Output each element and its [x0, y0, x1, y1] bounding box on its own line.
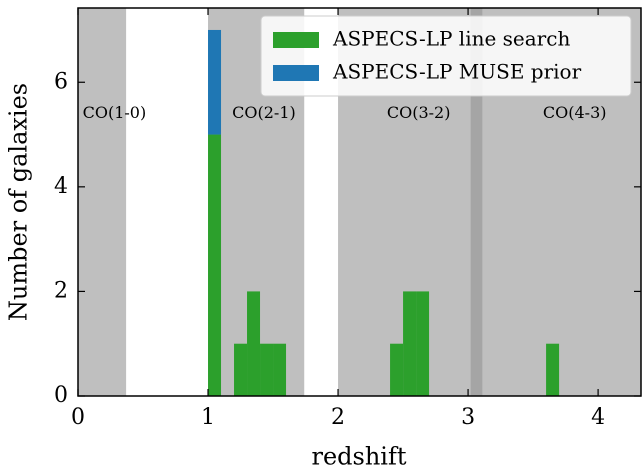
- annotation: CO(3-2): [387, 103, 451, 122]
- legend-box: [260, 15, 632, 97]
- plot-frame: [77, 7, 642, 397]
- annotation: CO(2-1): [232, 103, 296, 122]
- y-tick-label: 0: [54, 383, 68, 408]
- x-tick-label: 4: [591, 405, 605, 430]
- x-tick-label: 2: [331, 405, 345, 430]
- legend-label: ASPECS-LP line search: [332, 27, 570, 51]
- histogram-bar: [416, 291, 430, 396]
- y-tick-label: 2: [54, 278, 68, 303]
- histogram-bar: [208, 29, 222, 135]
- x-tick-label: 0: [71, 405, 85, 430]
- legend-swatch: [273, 65, 319, 81]
- annotation: CO(4-3): [543, 103, 607, 122]
- x-tick-label: 3: [461, 405, 475, 430]
- histogram-bar: [390, 343, 404, 396]
- shaded-span: [78, 8, 127, 396]
- histogram-bar: [234, 343, 248, 396]
- histogram-bar: [273, 343, 287, 396]
- shaded-span: [470, 8, 483, 396]
- histogram-bar: [247, 291, 261, 396]
- histogram-bar: [260, 343, 274, 396]
- x-axis-label: redshift: [311, 443, 406, 471]
- legend-label: ASPECS-LP MUSE prior: [332, 60, 582, 84]
- y-axis-label: Number of galaxies: [5, 83, 33, 321]
- legend-swatch: [273, 32, 319, 48]
- histogram-bar: [403, 291, 417, 396]
- x-tick-label: 1: [201, 405, 215, 430]
- annotation: CO(1-0): [83, 103, 147, 122]
- histogram-bar: [546, 343, 560, 396]
- y-tick-label: 4: [54, 174, 68, 199]
- histogram-bar: [208, 134, 222, 396]
- y-tick-label: 6: [54, 69, 68, 94]
